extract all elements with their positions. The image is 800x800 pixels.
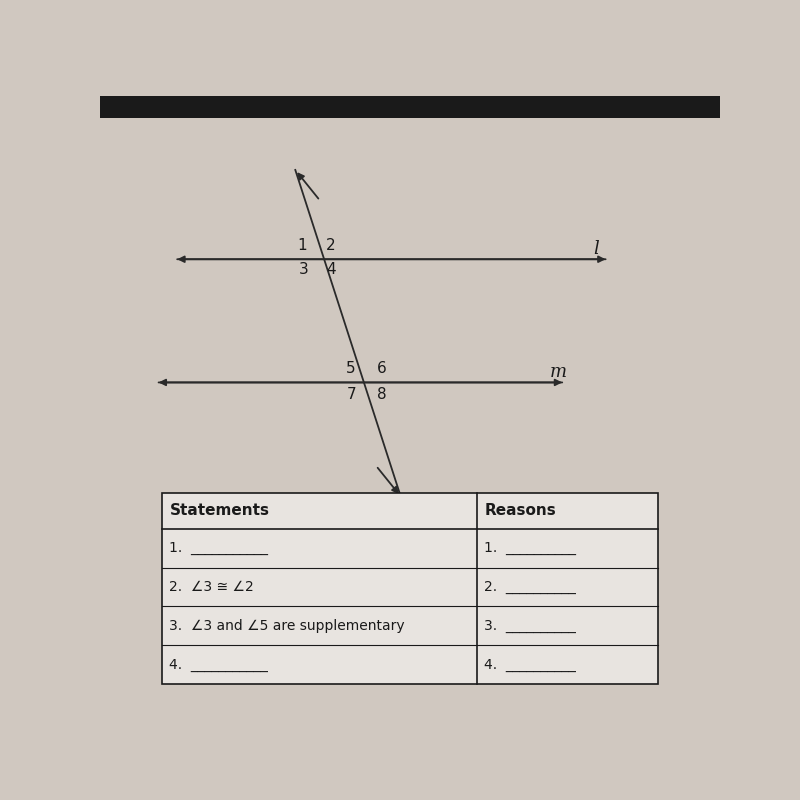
Text: Statements: Statements [170,503,270,518]
Text: 1.  ___________: 1. ___________ [170,541,269,555]
Text: 1.  __________: 1. __________ [485,541,576,555]
Text: m: m [550,363,566,381]
Text: 2.  ∠3 ≅ ∠2: 2. ∠3 ≅ ∠2 [170,580,254,594]
Text: 2: 2 [326,238,335,253]
Text: 3.  ∠3 and ∠5 are supplementary: 3. ∠3 and ∠5 are supplementary [170,619,405,633]
Text: 3: 3 [298,262,308,278]
Text: 4.  __________: 4. __________ [485,658,576,672]
Bar [162,494,658,684]
Text: l: l [593,240,598,258]
Text: Reasons: Reasons [485,503,556,518]
Text: 7: 7 [346,387,356,402]
Text: 4.  ___________: 4. ___________ [170,658,268,672]
Bar [100,96,720,118]
Text: 2.  __________: 2. __________ [485,580,576,594]
Text: 6: 6 [378,361,387,376]
Text: 4: 4 [326,262,335,278]
Text: 3.  __________: 3. __________ [485,619,576,633]
Text: 5: 5 [346,361,356,376]
Text: 8: 8 [378,387,387,402]
Text: 1: 1 [298,238,307,253]
